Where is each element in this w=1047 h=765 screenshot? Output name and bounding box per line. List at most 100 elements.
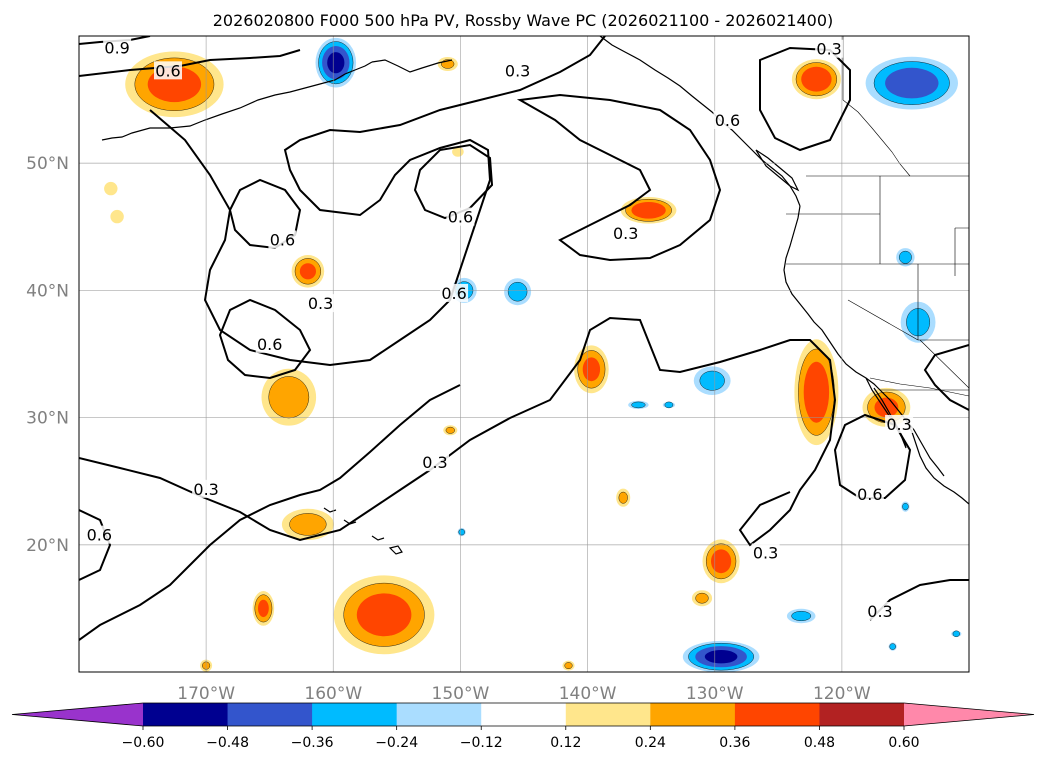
contour-0.6-lower-ring — [218, 298, 312, 380]
positive-anomaly-15 — [691, 590, 713, 607]
contour-0.6-north — [79, 49, 301, 77]
contour-label-bg — [154, 61, 182, 80]
anomaly-level-2 — [564, 662, 573, 669]
anomaly-level-3 — [711, 549, 732, 574]
contour-label: 0.3 — [505, 61, 530, 80]
contour-label-bg — [751, 543, 780, 562]
aleutian-coast — [101, 61, 373, 141]
contour-label: 0.6 — [857, 485, 882, 504]
colorbar-segment — [227, 703, 313, 726]
positive-anomaly-7 — [261, 368, 317, 426]
map-frame — [78, 35, 970, 673]
alaska-south-coast — [371, 59, 453, 73]
contour-label: 0.3 — [816, 40, 841, 59]
negative-anomaly-0 — [315, 37, 357, 88]
negative-anomaly-12 — [901, 501, 910, 512]
contour-label-bg — [855, 484, 884, 503]
colorbar-tick-label: −0.24 — [375, 735, 418, 751]
contour-label: 0.6 — [448, 208, 473, 227]
anomaly-level-3 — [885, 67, 939, 99]
positive-anomaly-2 — [110, 209, 124, 224]
contour-label-bg — [103, 38, 132, 57]
colorbar-extend-max — [904, 703, 1034, 726]
contour-label-bg — [192, 479, 221, 498]
positive-anomaly-10 — [616, 488, 631, 507]
contour-label-bg — [611, 224, 640, 243]
contour-label: 0.3 — [753, 543, 778, 562]
vancouver-island — [755, 149, 800, 192]
positive-anomaly-18 — [791, 59, 841, 100]
colorbar-tick-label: 0.12 — [550, 735, 581, 751]
colorbar-extend-min — [12, 703, 143, 726]
contour-0.6-west-edge — [79, 509, 112, 581]
anomaly-level-2 — [699, 370, 725, 391]
contour-label-bg — [421, 453, 449, 472]
positive-anomaly-11 — [281, 508, 334, 540]
political-borders — [786, 36, 969, 397]
colorbar-tick-label: 0.48 — [804, 735, 835, 751]
anomaly-level-4 — [704, 650, 738, 664]
negative-anomaly-11 — [457, 528, 466, 537]
colorbar-tick-label: −0.36 — [291, 735, 334, 751]
anomaly-level-2 — [289, 513, 327, 536]
contour-label: 0.6 — [87, 526, 112, 545]
contour-label-bg — [866, 601, 894, 620]
chart-title: 2026020800 F000 500 hPa PV, Rossby Wave … — [213, 11, 834, 30]
negative-anomaly-7 — [896, 248, 915, 267]
contour-labels: 0.9 0.6 0.3 0.3 0.6 0.6 0.6 0.3 0.6 0.3 0.6 0.3 0.3 0… — [85, 38, 914, 621]
positive-anomaly-13 — [252, 591, 275, 626]
anomaly-level-2 — [899, 250, 912, 264]
baja-peninsula-coast — [865, 377, 907, 449]
anomaly-level-3 — [801, 66, 832, 92]
colorbar-tick-label: 0.36 — [719, 735, 750, 751]
contour-label-bg — [85, 525, 114, 544]
lon-tick-label: 160°W — [304, 684, 362, 704]
anomaly-level-1 — [104, 181, 118, 196]
anomaly-level-2 — [618, 491, 628, 504]
contour-label: 0.3 — [886, 415, 911, 434]
contour-0.3-central-north — [516, 93, 722, 262]
contour-0.3-main-trough — [149, 36, 606, 367]
positive-anomaly-20 — [562, 660, 575, 671]
anomaly-level-3 — [258, 599, 269, 618]
anomaly-level-2 — [889, 643, 896, 650]
positive-anomaly-3 — [437, 57, 458, 71]
contour-0.3-sw-arm — [79, 384, 461, 641]
contour-0.3-east-coast — [923, 344, 969, 411]
contour-label-bg — [255, 334, 284, 353]
anomaly-level-2 — [268, 376, 310, 419]
positive-anomaly-6 — [291, 254, 325, 288]
axis-tick-labels: 170°W 160°W 150°W 140°W 130°W 120°W 20°N 30°N 40… — [26, 154, 871, 704]
anomaly-level-2 — [902, 503, 909, 511]
negative-anomaly-9 — [628, 400, 649, 409]
positive-anomaly-14 — [702, 539, 740, 584]
map-area: 0.9 0.6 0.3 0.3 0.6 0.6 0.6 0.3 0.6 0.3 0.6 0.3 0.3 0… — [78, 35, 970, 673]
contour-label: 0.6 — [270, 231, 295, 250]
negative-anomaly-1 — [865, 56, 958, 110]
negative-anomaly-14 — [951, 630, 962, 637]
anomaly-level-2 — [631, 401, 646, 409]
colorbar: −0.60 −0.48 −0.36 −0.24 −0.12 0.12 0.24 0.36 0.4… — [11, 702, 1035, 751]
contour-label: 0.6 — [715, 111, 740, 130]
contour-label: 0.6 — [257, 335, 282, 354]
contour-0.3-southern-loop — [79, 316, 837, 547]
colorbar-segment — [650, 703, 736, 726]
colorbar-segment — [481, 703, 567, 726]
positive-anomaly-1 — [104, 181, 118, 196]
lat-tick-label: 50°N — [26, 154, 69, 174]
colorbar-tick-label: 0.24 — [635, 735, 666, 751]
negative-anomaly-2 — [682, 640, 760, 672]
negative-anomaly-5 — [693, 366, 731, 396]
contour-label-bg — [503, 61, 532, 80]
colorbar-tick-label: 0.60 — [888, 735, 919, 751]
lon-tick-label: 130°W — [686, 684, 744, 704]
positive-anomaly-9 — [443, 425, 458, 436]
contour-0.6-coastal-ring — [833, 413, 912, 499]
contour-label-bg — [440, 283, 469, 302]
anomaly-level-2 — [695, 592, 709, 604]
lon-tick-label: 170°W — [177, 684, 235, 704]
colorbar-tick-label: −0.12 — [460, 735, 503, 751]
contour-label: 0.3 — [867, 602, 892, 621]
contour-label-bg — [446, 207, 475, 226]
